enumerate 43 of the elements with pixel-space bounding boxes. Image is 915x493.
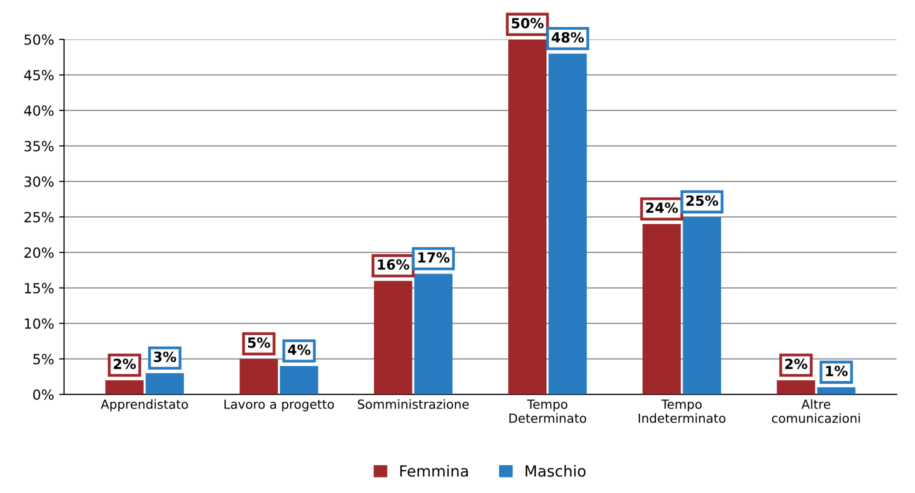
y-tick-label: 5% [33,354,54,364]
bar [374,280,412,394]
y-tick-label: 20% [24,247,54,258]
x-tick-label: Altre comunicazioni [772,399,860,423]
data-label: 3% [154,352,176,362]
bar [508,39,547,394]
bar [642,224,681,394]
y-tick-label: 50% [24,34,54,45]
bar [105,380,144,394]
legend-label: Maschio [526,464,586,477]
y-tick-label: 40% [24,105,54,116]
data-label: 25% [686,195,718,206]
y-tick-label: 45% [24,70,54,80]
bar [146,373,184,394]
x-tick-label: Tempo Determinato [509,400,586,423]
bar [817,387,856,394]
y-tick-label: 35% [24,140,54,152]
y-tick-label: 25% [24,212,54,222]
y-tick-label: 30% [24,176,54,187]
x-tick-label: Apprendistato [100,399,188,412]
data-label: 16% [378,259,410,270]
data-label: 50% [512,18,544,28]
data-label: 17% [418,252,450,263]
data-label: 48% [552,32,584,43]
x-tick-label: Somministrazione [358,399,469,409]
y-tick-label: 15% [24,282,54,294]
x-tick-label: Tempo Indeterminato [638,400,726,423]
bar [280,366,318,394]
data-label: 4% [288,344,310,355]
data-label: 1% [826,366,848,376]
data-label: 2% [114,358,136,370]
bar [240,358,278,394]
bar [682,216,722,394]
data-label: 24% [646,202,678,213]
x-tick-label: Lavoro a progetto [224,400,334,412]
bar [548,54,587,394]
data-label: 5% [248,337,270,348]
y-tick-label: 10% [24,318,54,329]
data-label: 2% [785,358,808,370]
bar [414,274,453,394]
y-tick-label: 0% [33,389,54,400]
legend-label: Femmina [400,464,468,477]
bar [776,380,816,394]
